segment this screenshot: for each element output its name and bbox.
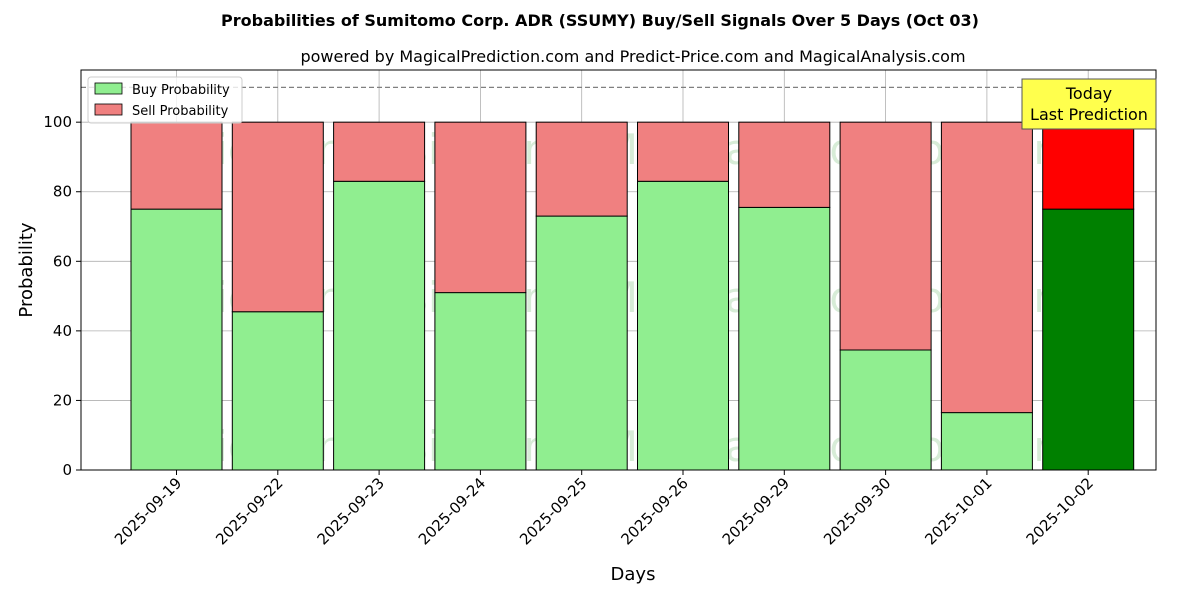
x-axis-ticks: 2025-09-19 2025-09-22 2025-09-23 2025-09-24… bbox=[111, 470, 1097, 548]
plot-frame bbox=[80, 69, 1157, 471]
y-tick-label: 60 bbox=[53, 252, 72, 270]
x-tick-label: 2025-09-23 bbox=[314, 474, 388, 548]
x-tick-label: 2025-09-22 bbox=[212, 474, 286, 548]
bar-buy-2025-09-26 bbox=[637, 180, 729, 471]
bar-sell-2025-09-25 bbox=[535, 121, 628, 217]
y-tick-label: 0 bbox=[62, 461, 72, 479]
y-tick-label: 20 bbox=[53, 391, 72, 409]
x-tick-label: 2025-09-26 bbox=[617, 474, 691, 548]
bar-series-group bbox=[130, 121, 1135, 471]
bar-sell-2025-09-23 bbox=[333, 121, 426, 182]
chart-title: Probabilities of Sumitomo Corp. ADR (SSU… bbox=[221, 11, 979, 30]
legend-swatch-buy bbox=[94, 82, 123, 95]
bar-sell-2025-09-30 bbox=[839, 121, 932, 351]
annotation-last-prediction: Last Prediction bbox=[1030, 105, 1148, 124]
bar-buy-2025-09-30 bbox=[839, 349, 932, 471]
chart-subtitle: powered by MagicalPrediction.com and Pre… bbox=[300, 47, 965, 66]
bar-sell-2025-09-26 bbox=[637, 121, 729, 182]
x-tick-label: 2025-10-02 bbox=[1023, 474, 1097, 548]
bar-buy-2025-09-25 bbox=[535, 215, 628, 471]
y-tick-label: 80 bbox=[53, 183, 72, 201]
annotation-box bbox=[1021, 78, 1157, 130]
bar-buy-2025-09-24 bbox=[434, 292, 527, 471]
y-tick-label: 40 bbox=[53, 322, 72, 340]
bar-sell-2025-09-29 bbox=[738, 121, 831, 208]
y-tick-label: 100 bbox=[43, 113, 72, 131]
legend: Buy Probability Sell Probability bbox=[87, 76, 243, 124]
x-tick-label: 2025-09-19 bbox=[111, 474, 185, 548]
bar-buy-2025-09-19 bbox=[130, 208, 223, 471]
bar-buy-2025-10-02 bbox=[1042, 208, 1135, 471]
bar-sell-2025-09-19 bbox=[130, 121, 223, 210]
legend-label-buy: Buy Probability bbox=[132, 83, 230, 98]
legend-label-sell: Sell Probability bbox=[132, 104, 229, 119]
x-tick-label: 2025-09-24 bbox=[415, 474, 489, 548]
bar-buy-2025-10-01 bbox=[940, 412, 1033, 471]
bar-buy-2025-09-22 bbox=[231, 311, 324, 471]
today-annotation: Today Last Prediction bbox=[1021, 78, 1157, 130]
x-tick-label: 2025-09-29 bbox=[719, 474, 793, 548]
bar-sell-2025-09-24 bbox=[434, 121, 527, 294]
bar-sell-2025-10-01 bbox=[940, 121, 1033, 414]
bar-buy-2025-09-23 bbox=[333, 180, 426, 471]
x-tick-label: 2025-09-30 bbox=[820, 474, 894, 548]
x-axis-label: Days bbox=[611, 564, 656, 585]
legend-box bbox=[87, 76, 243, 124]
bar-sell-2025-09-22 bbox=[231, 121, 324, 313]
bar-buy-2025-09-29 bbox=[738, 206, 831, 471]
x-tick-label: 2025-10-01 bbox=[921, 474, 995, 548]
y-axis-ticks: 0 20 40 60 80 100 bbox=[43, 113, 81, 479]
annotation-today: Today bbox=[1065, 84, 1112, 103]
legend-swatch-sell bbox=[94, 103, 123, 116]
x-tick-label: 2025-09-25 bbox=[516, 474, 590, 548]
y-axis-label: Probability bbox=[16, 222, 37, 317]
bar-sell-2025-10-02 bbox=[1042, 121, 1135, 210]
